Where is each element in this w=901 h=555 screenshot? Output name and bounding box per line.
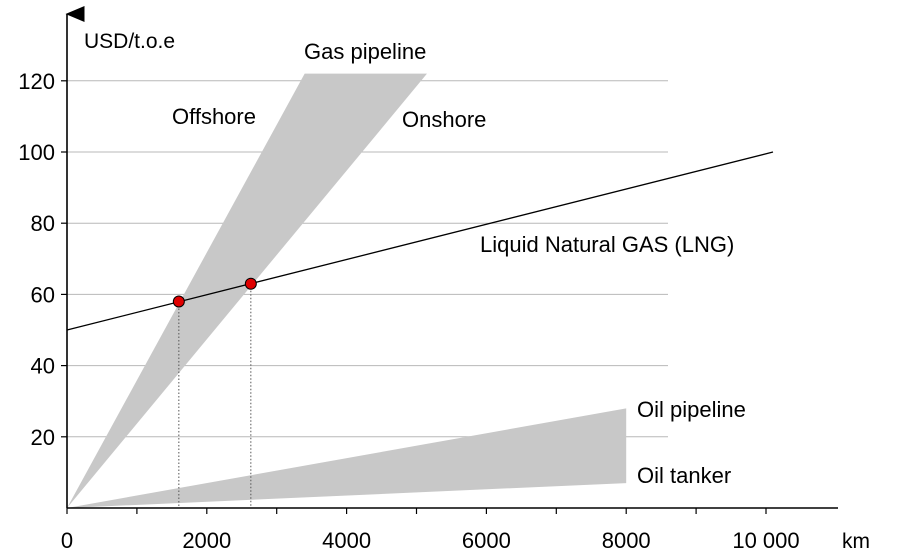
gas-pipeline-label: Gas pipeline <box>304 39 426 64</box>
oil-pipeline-label: Oil pipeline <box>637 397 746 422</box>
band-oil <box>67 408 627 508</box>
band-gas-pipeline <box>67 73 427 509</box>
lng-label: Liquid Natural GAS (LNG) <box>480 232 734 257</box>
annotations: USD/t.o.e km Gas pipeline Offshore Onsho… <box>84 30 870 553</box>
tick-labels: 20 40 60 80 100 120 0 2000 4000 6000 8000 10 000 <box>18 69 799 553</box>
offshore-label: Offshore <box>172 104 256 129</box>
onshore-label: Onshore <box>402 107 486 132</box>
x-tick-label-8000: 8000 <box>602 528 651 553</box>
x-axis-title: km <box>842 530 870 553</box>
x-tick-label-2000: 2000 <box>182 528 231 553</box>
y-tick-label-100: 100 <box>18 140 55 165</box>
y-tick-label-40: 40 <box>31 354 55 379</box>
intersection-droplines <box>178 283 252 508</box>
y-tick-label-20: 20 <box>31 425 55 450</box>
cost-bands <box>67 73 627 509</box>
x-tick-label-6000: 6000 <box>462 528 511 553</box>
y-tick-label-80: 80 <box>31 211 55 236</box>
intersection-points <box>172 277 257 308</box>
y-tick-label-60: 60 <box>31 282 55 307</box>
intersection-point-0 <box>172 295 185 308</box>
x-tick-label-10000: 10 000 <box>732 528 799 553</box>
y-tick-label-120: 120 <box>18 69 55 94</box>
intersection-point-1 <box>244 277 257 290</box>
x-tick-label-0: 0 <box>61 528 73 553</box>
oil-tanker-label: Oil tanker <box>637 463 731 488</box>
x-tick-label-4000: 4000 <box>322 528 371 553</box>
y-axis-title: USD/t.o.e <box>84 30 175 53</box>
axes <box>61 6 838 514</box>
